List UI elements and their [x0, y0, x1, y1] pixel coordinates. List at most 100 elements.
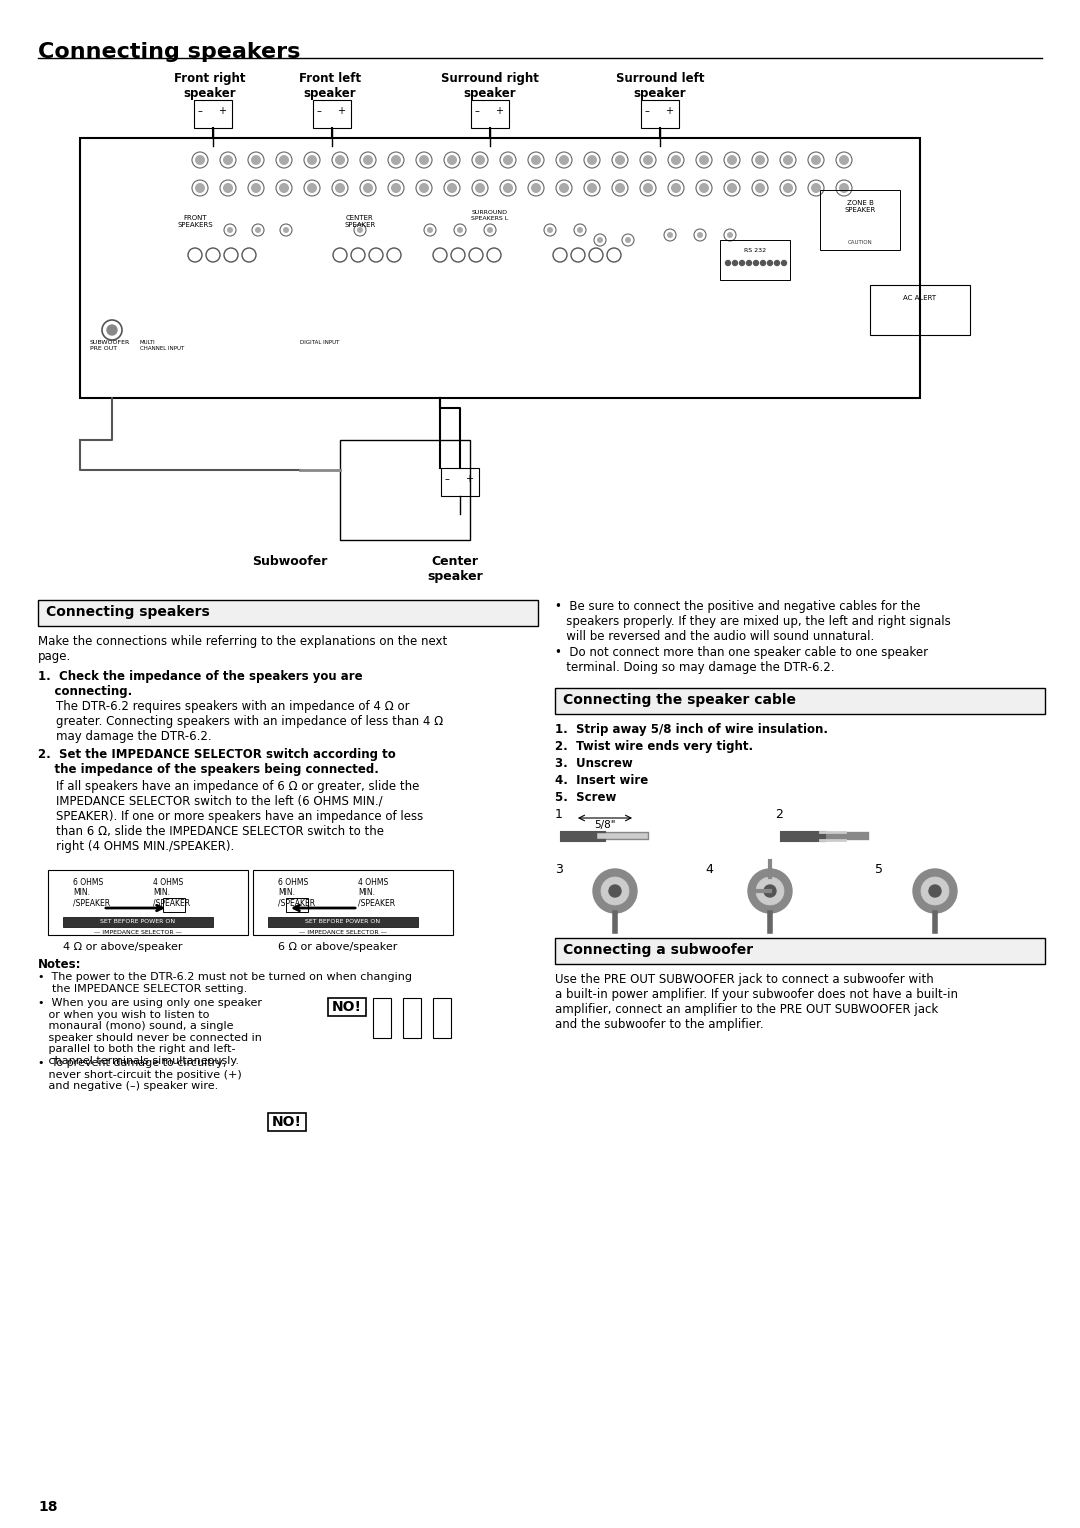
Text: — IMPEDANCE SELECTOR —: — IMPEDANCE SELECTOR —	[94, 931, 181, 935]
Text: DIGITAL INPUT: DIGITAL INPUT	[300, 341, 339, 345]
Circle shape	[107, 325, 117, 335]
Bar	[313, 99, 351, 128]
Text: •  The power to the DTR-6.2 must not be turned on when changing
    the IMPEDANC: • The power to the DTR-6.2 must not be t…	[38, 972, 411, 993]
Circle shape	[699, 154, 708, 165]
Circle shape	[531, 154, 541, 165]
Bar	[340, 440, 470, 539]
Text: Subwoofer: Subwoofer	[253, 555, 327, 568]
Circle shape	[255, 228, 261, 232]
Circle shape	[643, 154, 653, 165]
Circle shape	[764, 885, 777, 897]
Text: Connecting a subwoofer: Connecting a subwoofer	[563, 943, 753, 957]
Text: •  When you are using only one speaker
   or when you wish to listen to
   monau: • When you are using only one speaker or…	[38, 998, 262, 1067]
Circle shape	[222, 154, 233, 165]
Circle shape	[588, 154, 597, 165]
Circle shape	[391, 183, 401, 193]
Text: +: +	[218, 105, 226, 116]
Text: 18: 18	[38, 1500, 57, 1514]
Bar	[642, 99, 679, 128]
Bar	[163, 898, 185, 912]
Circle shape	[419, 154, 429, 165]
Circle shape	[783, 154, 793, 165]
Circle shape	[839, 183, 849, 193]
Circle shape	[447, 154, 457, 165]
Text: +: +	[465, 474, 473, 484]
Circle shape	[671, 154, 681, 165]
Text: Make the connections while referring to the explanations on the next
page.: Make the connections while referring to …	[38, 636, 447, 663]
Circle shape	[475, 154, 485, 165]
Bar	[38, 601, 538, 626]
Circle shape	[600, 877, 629, 905]
Text: CENTER
SPEAKER: CENTER SPEAKER	[345, 215, 376, 228]
Circle shape	[335, 154, 345, 165]
Circle shape	[195, 154, 205, 165]
Circle shape	[419, 183, 429, 193]
Text: •  To prevent damage to circuitry,
   never short-circuit the positive (+)
   an: • To prevent damage to circuitry, never …	[38, 1057, 242, 1091]
Circle shape	[760, 260, 766, 266]
Text: Surround right
speaker: Surround right speaker	[441, 72, 539, 99]
Bar	[820, 189, 900, 251]
Text: ZONE B
SPEAKER: ZONE B SPEAKER	[845, 200, 876, 212]
Text: Notes:: Notes:	[38, 958, 81, 970]
Text: The DTR-6.2 requires speakers with an impedance of 4 Ω or
greater. Connecting sp: The DTR-6.2 requires speakers with an im…	[56, 700, 443, 743]
Circle shape	[811, 183, 821, 193]
Circle shape	[643, 183, 653, 193]
Text: SUBWOOFER
PRE OUT: SUBWOOFER PRE OUT	[90, 341, 131, 351]
Circle shape	[667, 232, 673, 238]
Text: 3.  Unscrew: 3. Unscrew	[555, 756, 633, 770]
Bar	[268, 1112, 306, 1131]
Text: +: +	[495, 105, 503, 116]
Text: 4: 4	[705, 863, 713, 876]
Text: +: +	[665, 105, 673, 116]
Circle shape	[357, 228, 363, 232]
Circle shape	[593, 869, 637, 914]
Bar	[471, 99, 509, 128]
Circle shape	[732, 260, 738, 266]
Circle shape	[699, 183, 708, 193]
Circle shape	[307, 154, 318, 165]
Bar	[194, 99, 232, 128]
Circle shape	[588, 183, 597, 193]
Text: SET BEFORE POWER ON: SET BEFORE POWER ON	[306, 918, 380, 924]
Bar	[63, 917, 213, 927]
Circle shape	[697, 232, 703, 238]
Circle shape	[503, 154, 513, 165]
Text: –: –	[445, 474, 450, 484]
Bar	[80, 138, 920, 397]
Text: NO!: NO!	[332, 999, 362, 1015]
Circle shape	[279, 154, 289, 165]
Text: SURROUND
SPEAKERS L: SURROUND SPEAKERS L	[471, 209, 509, 222]
Circle shape	[307, 183, 318, 193]
Circle shape	[740, 260, 744, 266]
Circle shape	[615, 154, 625, 165]
Circle shape	[726, 260, 730, 266]
Text: Front right
speaker: Front right speaker	[174, 72, 246, 99]
Text: CAUTION: CAUTION	[848, 240, 873, 244]
Circle shape	[913, 869, 957, 914]
Bar	[433, 998, 451, 1038]
Bar	[403, 998, 421, 1038]
Circle shape	[727, 154, 737, 165]
Circle shape	[929, 885, 941, 897]
Circle shape	[615, 183, 625, 193]
Circle shape	[222, 183, 233, 193]
Text: MULTI
CHANNEL INPUT: MULTI CHANNEL INPUT	[140, 341, 185, 351]
Text: 4 Ω or above/speaker: 4 Ω or above/speaker	[64, 941, 183, 952]
Bar	[441, 468, 480, 497]
Circle shape	[597, 237, 603, 243]
Bar	[286, 898, 308, 912]
Text: 5: 5	[875, 863, 883, 876]
Text: 4.  Insert wire: 4. Insert wire	[555, 775, 648, 787]
Text: Connecting speakers: Connecting speakers	[38, 41, 300, 63]
Text: 5/8": 5/8"	[594, 821, 616, 830]
Text: •  Do not connect more than one speaker cable to one speaker
   terminal. Doing : • Do not connect more than one speaker c…	[555, 646, 928, 674]
Circle shape	[283, 228, 289, 232]
Circle shape	[754, 260, 758, 266]
Bar	[328, 998, 366, 1016]
Circle shape	[756, 877, 784, 905]
Circle shape	[783, 183, 793, 193]
Text: Connecting speakers: Connecting speakers	[46, 605, 210, 619]
Text: Surround left
speaker: Surround left speaker	[616, 72, 704, 99]
Bar	[870, 286, 970, 335]
Text: –: –	[645, 105, 650, 116]
